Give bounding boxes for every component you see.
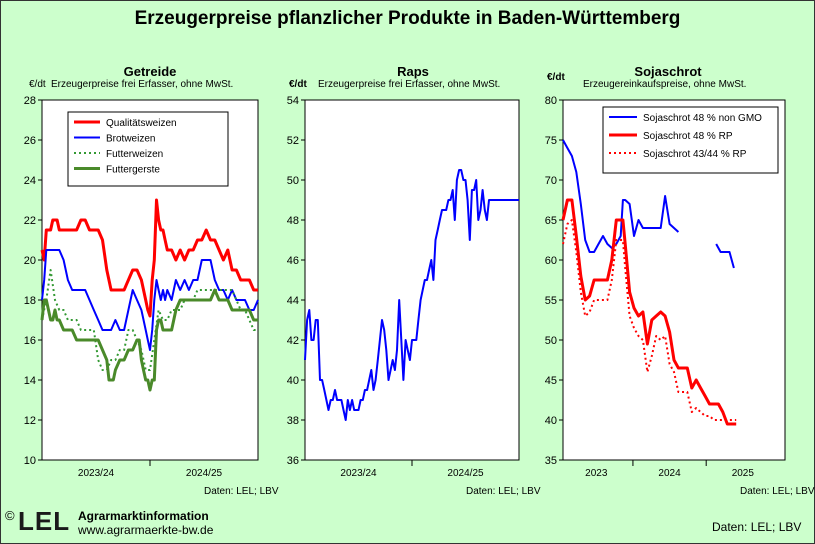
y-tick-label: 60	[545, 255, 557, 267]
x-period-label: 2025	[732, 468, 755, 479]
y-tick-label: 46	[287, 255, 299, 267]
panel-title-getreide: Getreide	[123, 64, 177, 79]
series-line-1	[561, 198, 737, 426]
lel-logo: LEL	[18, 506, 71, 536]
y-tick-label: 54	[287, 95, 299, 107]
y-tick-label: 10	[24, 455, 36, 467]
panel-title-raps: Raps	[397, 64, 429, 79]
legend-label-0: Qualitätsweizen	[106, 118, 177, 129]
legend-label-1: Brotweizen	[106, 134, 155, 145]
x-period-label: 2023/24	[78, 468, 115, 479]
y-tick-label: 36	[287, 455, 299, 467]
panel-subtitle-raps: Erzeugerpreise frei Erfasser, ohne MwSt.	[318, 79, 501, 90]
y-tick-label: 75	[545, 135, 557, 147]
main-title: Erzeugerpreise pflanzlicher Produkte in …	[134, 8, 681, 29]
panel-subtitle-getreide: Erzeugerpreise frei Erfasser, ohne MwSt.	[51, 79, 234, 90]
legend-label-2: Sojaschrot 43/44 % RP	[643, 149, 747, 160]
y-tick-label: 40	[287, 375, 299, 387]
legend-box	[67, 111, 229, 187]
y-tick-label: 12	[24, 415, 36, 427]
org-url[interactable]: www.agrarmaerkte-bw.de	[78, 523, 214, 537]
panel-source-getreide: Daten: LEL; LBV	[204, 486, 279, 497]
y-tick-label: 50	[287, 175, 299, 187]
y-tick-label: 50	[545, 335, 557, 347]
y-tick-label: 65	[545, 215, 557, 227]
y-tick-label: 45	[545, 375, 557, 387]
y-tick-label: 55	[545, 295, 557, 307]
legend-label-1: Sojaschrot 48 % RP	[643, 131, 733, 142]
series-line-0	[304, 169, 519, 421]
legend-label-2: Futterweizen	[106, 149, 163, 160]
y-tick-label: 24	[24, 175, 36, 187]
panel-subtitle-sojaschrot: Erzeugereinkaufspreise, ohne MwSt.	[583, 79, 747, 90]
series-line-1	[41, 249, 259, 351]
org-name: Agrarmarktinformation	[78, 509, 209, 523]
x-period-label: 2024/25	[186, 468, 223, 479]
y-tick-label: 16	[24, 335, 36, 347]
y-tick-label: 80	[545, 95, 557, 107]
series-line-3	[40, 288, 258, 392]
y-tick-label: 22	[24, 215, 36, 227]
y-tick-label: 42	[287, 335, 299, 347]
panel-title-sojaschrot: Sojaschrot	[634, 64, 702, 79]
copyright-mark: ©	[5, 508, 15, 523]
panel-unit-sojaschrot: €/dt	[547, 72, 565, 83]
y-tick-label: 26	[24, 135, 36, 147]
series-line-0	[562, 139, 735, 269]
series-line-2	[562, 219, 737, 421]
chart-panel-0: 10 12 14 16 18 20 22 24 26 28 2023/24 2024/25 Qualit…	[24, 95, 259, 479]
y-tick-label: 35	[545, 455, 557, 467]
x-period-label: 2024	[658, 468, 681, 479]
x-period-label: 2023/24	[340, 468, 377, 479]
y-tick-label: 14	[24, 375, 36, 387]
plot-area	[304, 99, 520, 461]
y-tick-label: 70	[545, 175, 557, 187]
panel-unit-raps: €/dt	[289, 79, 307, 90]
y-tick-label: 20	[24, 255, 36, 267]
series-line-2	[41, 269, 258, 371]
y-tick-label: 52	[287, 135, 299, 147]
x-period-label: 2023	[585, 468, 608, 479]
panel-source-sojaschrot: Daten: LEL; LBV	[740, 486, 815, 497]
panel-source-raps: Daten: LEL; LBV	[466, 486, 541, 497]
legend-label-3: Futtergerste	[106, 165, 160, 176]
chart-panel-1: 36 38 40 42 44 46 48 50 52 54 2023/24 2024/25	[287, 95, 520, 479]
x-period-label: 2024/25	[447, 468, 484, 479]
chart-panel-2: 35 40 45 50 55 60 65 70 75 80 2023 2024 2025 Sojaschr…	[545, 95, 786, 479]
y-tick-label: 38	[287, 415, 299, 427]
panel-unit-getreide: €/dt	[29, 79, 46, 90]
series-line-0	[40, 198, 258, 318]
footer-source: Daten: LEL; LBV	[712, 520, 802, 534]
legend-label-0: Sojaschrot 48 % non GMO	[643, 113, 762, 124]
y-tick-label: 28	[24, 95, 36, 107]
y-tick-label: 40	[545, 415, 557, 427]
y-tick-label: 48	[287, 215, 299, 227]
y-tick-label: 18	[24, 295, 36, 307]
y-tick-label: 44	[287, 295, 299, 307]
